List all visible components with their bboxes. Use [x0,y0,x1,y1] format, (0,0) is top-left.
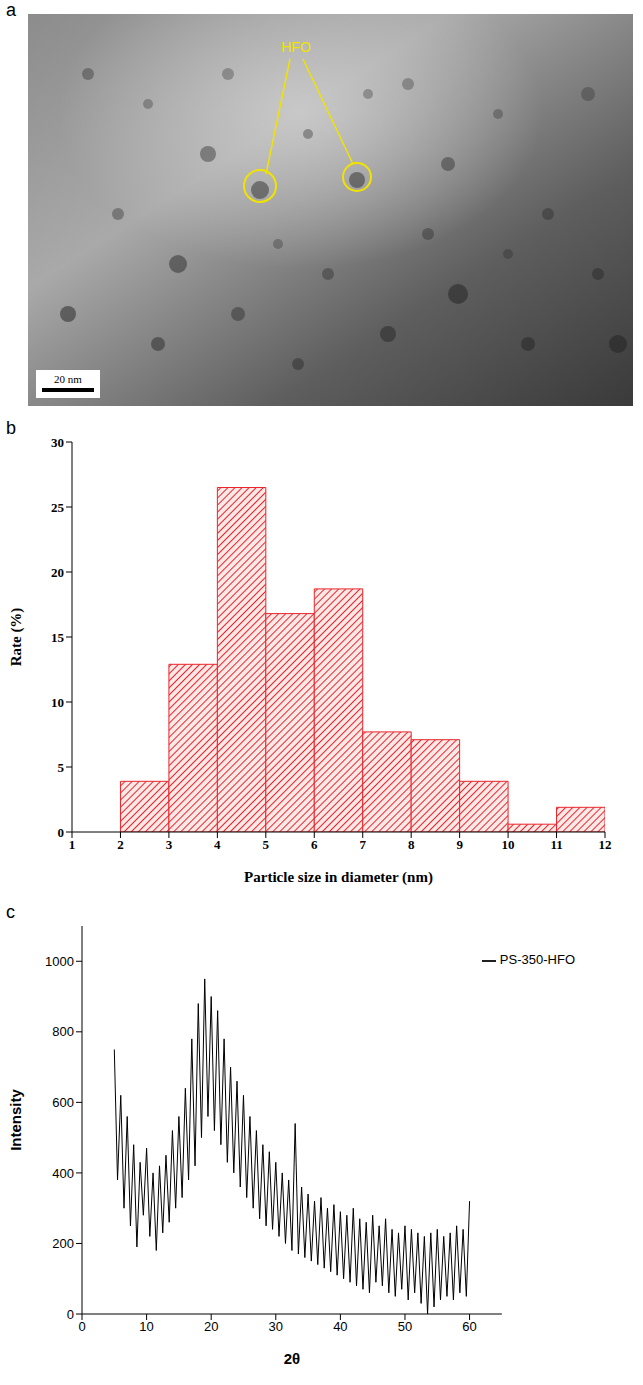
svg-text:50: 50 [398,1319,412,1334]
svg-text:20: 20 [204,1319,218,1334]
svg-text:20 nm: 20 nm [54,373,82,385]
svg-text:Intensity: Intensity [7,1089,24,1151]
svg-text:30: 30 [51,435,64,450]
html-text:PS-350-HFO: PS-350-HFO [499,952,575,967]
svg-text:25: 25 [51,500,65,515]
svg-text:40: 40 [333,1319,347,1334]
svg-text:Rate (%): Rate (%) [8,608,25,667]
svg-text:0: 0 [78,1319,85,1334]
svg-text:400: 400 [52,1166,74,1181]
svg-text:6: 6 [311,837,318,852]
svg-text:Particle size in diameter (nm): Particle size in diameter (nm) [244,869,433,886]
svg-text:600: 600 [52,1095,74,1110]
svg-text:11: 11 [550,837,562,852]
svg-text:7: 7 [359,837,366,852]
svg-text:800: 800 [52,1024,74,1039]
svg-text:10: 10 [139,1319,153,1334]
svg-text:0: 0 [58,825,65,840]
svg-text:5: 5 [263,837,270,852]
svg-text:4: 4 [214,837,221,852]
svg-text:3: 3 [166,837,173,852]
svg-text:10: 10 [51,695,64,710]
svg-text:1000: 1000 [45,954,74,969]
html-text:a: a [6,0,16,20]
svg-text:30: 30 [269,1319,283,1334]
svg-text:HFO: HFO [281,39,311,55]
svg-text:8: 8 [408,837,415,852]
svg-text:200: 200 [52,1236,74,1251]
svg-text:1: 1 [69,837,76,852]
html-text:b: b [6,418,16,438]
svg-text:12: 12 [599,837,612,852]
html-text:c: c [6,902,15,922]
svg-text:2θ: 2θ [284,1350,300,1367]
svg-text:5: 5 [58,760,65,775]
svg-text:10: 10 [502,837,515,852]
svg-text:9: 9 [456,837,463,852]
svg-text:15: 15 [51,630,65,645]
svg-text:20: 20 [51,565,64,580]
svg-text:60: 60 [462,1319,476,1334]
svg-text:2: 2 [117,837,124,852]
svg-text:0: 0 [67,1307,74,1322]
